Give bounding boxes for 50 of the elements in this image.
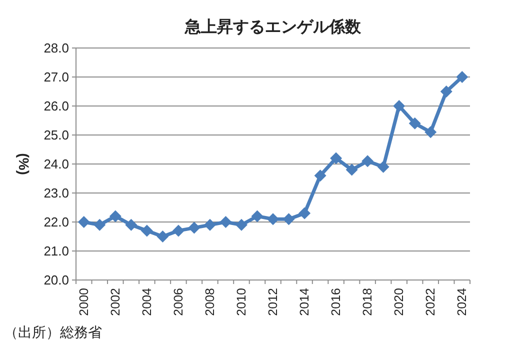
point — [94, 218, 106, 231]
x-tick-label: 2004 — [140, 288, 154, 316]
x-tick-label: 2020 — [392, 288, 406, 316]
point — [267, 213, 279, 226]
point — [220, 216, 232, 228]
point — [235, 218, 248, 231]
point — [314, 170, 326, 182]
point — [424, 126, 437, 138]
x-tick-label: 2002 — [108, 288, 122, 316]
x-tick-label: 2008 — [202, 288, 217, 316]
point — [125, 218, 138, 231]
y-tick-label: 23.0 — [44, 186, 69, 200]
y-tick-label: 22.0 — [44, 214, 69, 230]
point — [188, 222, 200, 234]
y-tick-label: 27.0 — [44, 70, 69, 84]
y-axis-title: (%) — [16, 153, 32, 175]
x-tick-label: 2016 — [329, 288, 344, 316]
x-tick-label: 2022 — [424, 288, 438, 316]
text: （出所）総務省 — [4, 324, 102, 340]
point — [156, 230, 169, 242]
point — [298, 207, 311, 220]
point — [282, 213, 295, 226]
point — [78, 216, 90, 228]
point — [109, 210, 122, 222]
y-tick-label: 24.0 — [44, 156, 69, 172]
x-tick-label: 2012 — [266, 288, 280, 316]
x-tick-label: 2000 — [76, 288, 91, 316]
point — [393, 100, 406, 112]
point — [362, 155, 374, 168]
point — [172, 224, 184, 237]
point — [204, 218, 216, 231]
chart-title: 急上昇するエンゲル係数 — [184, 18, 362, 36]
point — [251, 210, 264, 222]
y-tick-label: 25.0 — [44, 128, 69, 142]
x-tick-label: 2006 — [171, 288, 186, 316]
point — [346, 164, 358, 176]
y-tick-label: 20.0 — [44, 272, 69, 288]
x-tick-label: 2018 — [360, 288, 375, 316]
y-tick-label: 28.0 — [44, 40, 69, 56]
point — [456, 71, 468, 83]
y-tick-label: 21.0 — [44, 244, 69, 258]
x-tick-label: 2014 — [298, 288, 312, 316]
x-tick-label: 2024 — [455, 288, 470, 316]
x-tick-label: 2010 — [234, 288, 248, 316]
point — [440, 86, 452, 98]
point — [140, 224, 153, 237]
y-tick-label: 26.0 — [44, 98, 69, 114]
point — [377, 160, 390, 173]
point — [330, 152, 342, 164]
point — [408, 117, 421, 130]
